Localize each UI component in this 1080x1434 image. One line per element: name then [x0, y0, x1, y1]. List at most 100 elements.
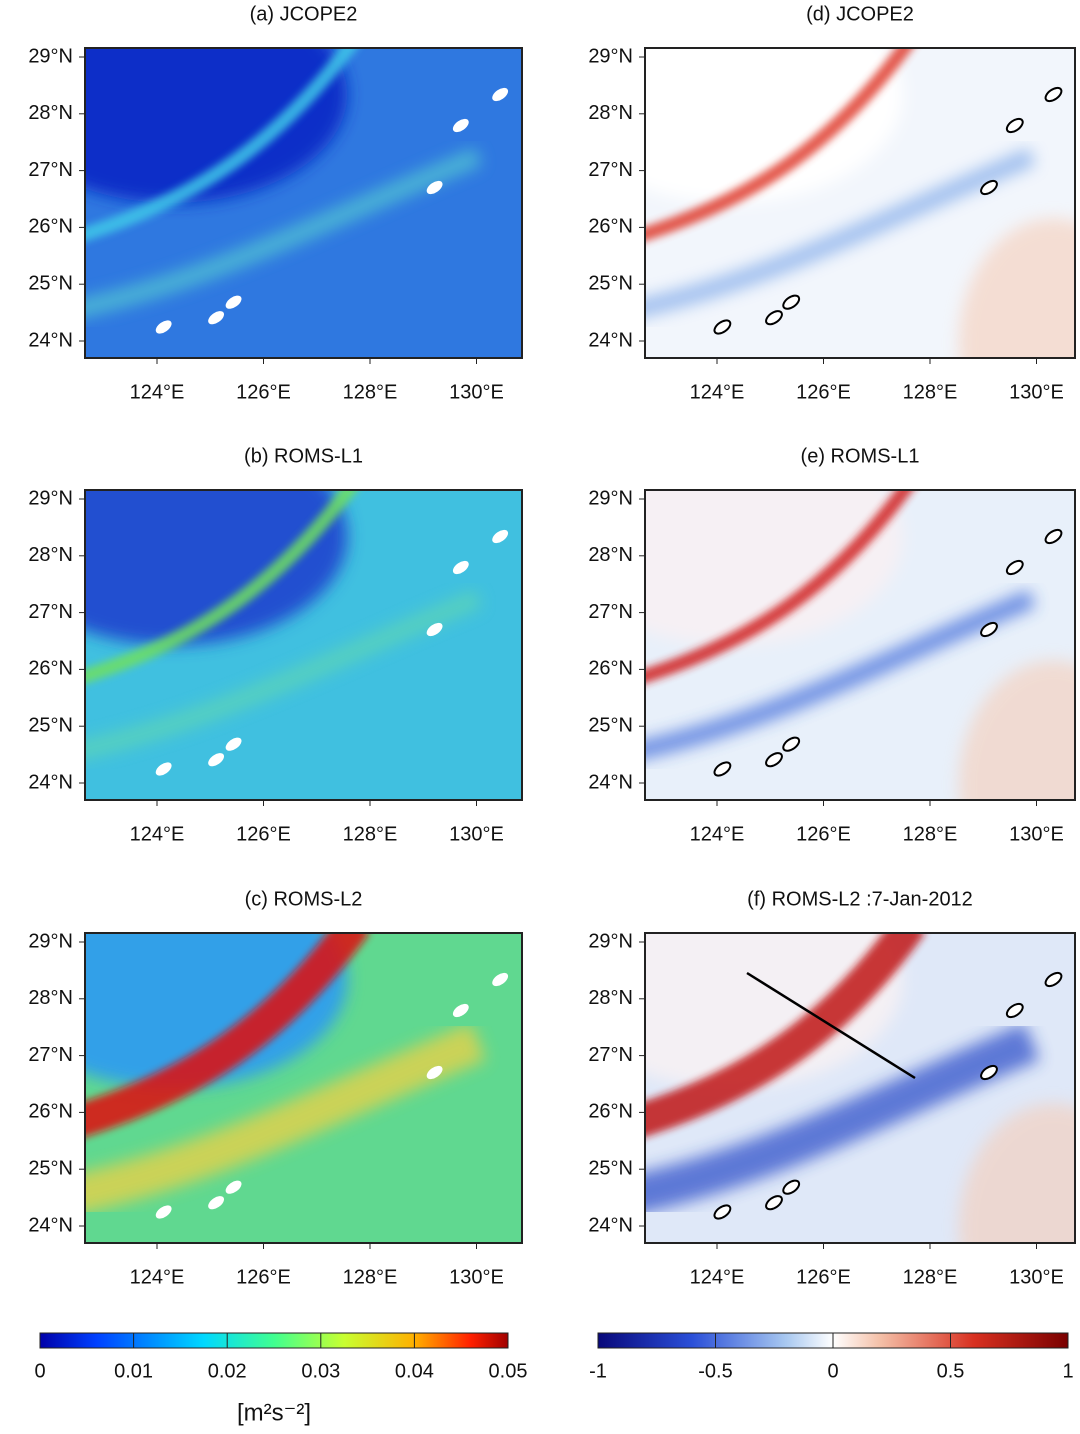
island	[225, 1180, 242, 1194]
island	[980, 621, 998, 638]
current-band	[85, 48, 358, 242]
map-field	[85, 48, 522, 358]
lat-label: 25°N	[28, 272, 73, 294]
lat-label: 26°N	[28, 658, 73, 680]
lat-label: 25°N	[28, 714, 73, 736]
lat-label: 27°N	[588, 1044, 633, 1066]
colorbar-tick-label: -0.5	[698, 1360, 732, 1382]
map-field	[645, 933, 1075, 1243]
current-band	[85, 933, 370, 1137]
island	[492, 972, 509, 987]
lat-label: 24°N	[588, 329, 633, 351]
lon-label: 126°E	[796, 1266, 851, 1288]
colorbar-tick-label: 0.04	[395, 1360, 434, 1382]
island	[713, 1204, 732, 1220]
colorbar-tick-label: 1	[1062, 1360, 1073, 1382]
shelf	[645, 490, 903, 645]
panel-title: (f) ROMS-L2 :7-Jan-2012	[747, 888, 973, 910]
panel-title: (e) ROMS-L1	[801, 445, 920, 467]
island	[452, 1003, 469, 1018]
lon-label: 130°E	[1009, 823, 1064, 845]
map-frame	[644, 47, 1076, 359]
lat-label: 24°N	[588, 771, 633, 793]
panel-title: (d) JCOPE2	[806, 3, 914, 25]
lat-label: 25°N	[588, 1157, 633, 1179]
lat-label: 28°N	[588, 987, 633, 1009]
colorbar-tick-label: 0	[827, 1360, 838, 1382]
current-band2	[645, 148, 1036, 317]
island	[208, 1196, 225, 1210]
lat-label: 27°N	[28, 159, 73, 181]
lat-label: 25°N	[28, 1157, 73, 1179]
lat-label: 24°N	[28, 771, 73, 793]
lon-label: 124°E	[690, 823, 745, 845]
lon-label: 130°E	[449, 381, 504, 403]
island	[1044, 528, 1063, 545]
colorbar-tick-label: 0.5	[937, 1360, 965, 1382]
island	[782, 1179, 801, 1195]
colorbar-unit: [m²s⁻²]	[237, 1399, 311, 1426]
current-band2	[645, 1023, 1040, 1213]
island	[492, 529, 509, 544]
island	[225, 295, 242, 309]
shelf	[85, 48, 348, 203]
lon-label: 130°E	[449, 823, 504, 845]
colorbar-tick-label: 0.01	[114, 1360, 153, 1382]
lon-label: 128°E	[903, 1266, 958, 1288]
island	[765, 310, 783, 326]
current-band2	[85, 590, 482, 759]
lat-label: 28°N	[588, 102, 633, 124]
eddy	[958, 1103, 1075, 1243]
island	[980, 179, 998, 196]
island	[492, 87, 509, 102]
island	[1005, 117, 1024, 134]
lon-label: 130°E	[1009, 1266, 1064, 1288]
panel-title: (c) ROMS-L2	[245, 888, 363, 910]
island	[1044, 971, 1063, 988]
island	[713, 319, 732, 335]
lon-label: 128°E	[903, 823, 958, 845]
lat-label: 25°N	[588, 714, 633, 736]
section-line	[746, 971, 916, 1080]
island	[155, 1205, 172, 1219]
lon-label: 124°E	[130, 1266, 185, 1288]
panel-title: (b) ROMS-L1	[244, 445, 363, 467]
colorbar-tick-label: 0.05	[489, 1360, 528, 1382]
panel-title: (a) JCOPE2	[250, 3, 358, 25]
lat-label: 26°N	[588, 216, 633, 238]
shelf	[85, 933, 348, 1088]
island	[155, 762, 172, 776]
lon-label: 128°E	[903, 381, 958, 403]
map-frame	[644, 489, 1076, 801]
island	[713, 761, 732, 777]
lat-label: 29°N	[588, 45, 633, 67]
island	[765, 1195, 783, 1211]
lat-label: 25°N	[588, 272, 633, 294]
shelf	[85, 490, 348, 645]
island	[208, 311, 225, 325]
colorbar-tick-label: 0.02	[208, 1360, 247, 1382]
lon-label: 130°E	[449, 1266, 504, 1288]
island	[1044, 86, 1063, 103]
map-field	[645, 490, 1075, 800]
current-band	[645, 48, 913, 242]
lat-label: 24°N	[588, 1214, 633, 1236]
lon-label: 124°E	[690, 381, 745, 403]
island	[426, 180, 443, 195]
lon-label: 126°E	[236, 381, 291, 403]
island	[225, 737, 242, 751]
lat-label: 27°N	[28, 1044, 73, 1066]
lat-label: 26°N	[588, 658, 633, 680]
lat-label: 28°N	[588, 544, 633, 566]
lat-label: 29°N	[28, 45, 73, 67]
eddy	[958, 660, 1075, 800]
island	[426, 1065, 443, 1080]
shelf	[645, 933, 903, 1088]
lat-label: 28°N	[28, 987, 73, 1009]
lat-label: 29°N	[588, 930, 633, 952]
island	[208, 753, 225, 767]
lat-label: 28°N	[28, 102, 73, 124]
island	[1005, 1002, 1024, 1019]
lon-label: 128°E	[343, 381, 398, 403]
island	[765, 752, 783, 768]
